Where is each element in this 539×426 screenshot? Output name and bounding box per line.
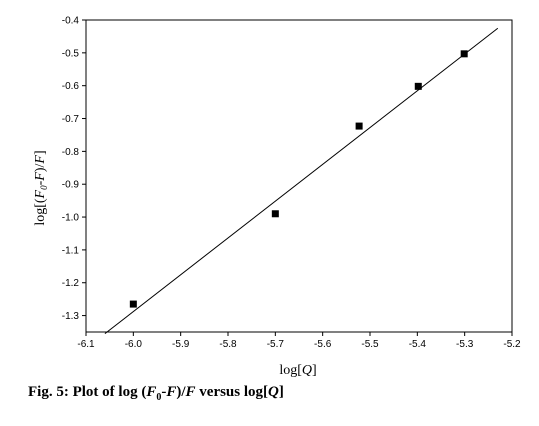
- y-tick-label: -1.1: [62, 245, 80, 256]
- data-points: [129, 50, 468, 308]
- x-axis-ticks: -6.1 -6.0 -5.9 -5.8 -5.7 -5.6 -5.5 -5.4 -5.3 -5.2: [77, 332, 521, 350]
- fit-line-group: [104, 27, 499, 335]
- y-tick-label: -0.8: [62, 147, 80, 158]
- x-tick-label: -5.8: [219, 339, 237, 350]
- x-tick-label: -5.5: [361, 339, 379, 350]
- y-tick-label: -0.9: [62, 180, 80, 191]
- x-tick-label: -6.1: [77, 339, 95, 350]
- y-tick-label: -0.6: [62, 81, 80, 92]
- x-tick-label: -5.3: [456, 339, 474, 350]
- data-point: [129, 300, 137, 308]
- y-tick-label: -1.2: [62, 278, 80, 289]
- y-tick-label: -0.5: [62, 48, 80, 59]
- y-tick-label: -0.4: [62, 16, 80, 27]
- x-tick-label: -5.4: [409, 339, 427, 350]
- figure-caption: Fig. 5: Plot of log (F0-F)/F versus log[…: [28, 384, 284, 403]
- plot-area-border: [85, 19, 513, 333]
- y-axis-label: log[(F0-F)/F]: [33, 150, 49, 225]
- data-point: [460, 50, 468, 58]
- data-point: [414, 82, 422, 90]
- data-point: [355, 122, 363, 130]
- linear-fit-line: [104, 27, 499, 335]
- data-point: [271, 210, 279, 218]
- x-tick-label: -6.0: [125, 339, 143, 350]
- y-tick-label: -0.7: [62, 114, 80, 125]
- x-axis-label: log[Q]: [279, 363, 316, 378]
- chart-svg: -6.1 -6.0 -5.9 -5.8 -5.7 -5.6 -5.5 -5.4 -5.3 -5.2…: [33, 16, 521, 379]
- x-tick-label: -5.6: [314, 339, 332, 350]
- y-tick-label: -1.3: [62, 311, 80, 322]
- plot-frame: [85, 19, 513, 333]
- x-tick-label: -5.9: [172, 339, 190, 350]
- x-tick-label: -5.7: [267, 339, 285, 350]
- y-axis-ticks: -1.3 -1.2 -1.1 -1.0 -0.9 -0.8 -0.7 -0.6 -0.5 -0.4: [62, 16, 86, 322]
- y-tick-label: -1.0: [62, 213, 80, 224]
- x-tick-label: -5.2: [503, 339, 521, 350]
